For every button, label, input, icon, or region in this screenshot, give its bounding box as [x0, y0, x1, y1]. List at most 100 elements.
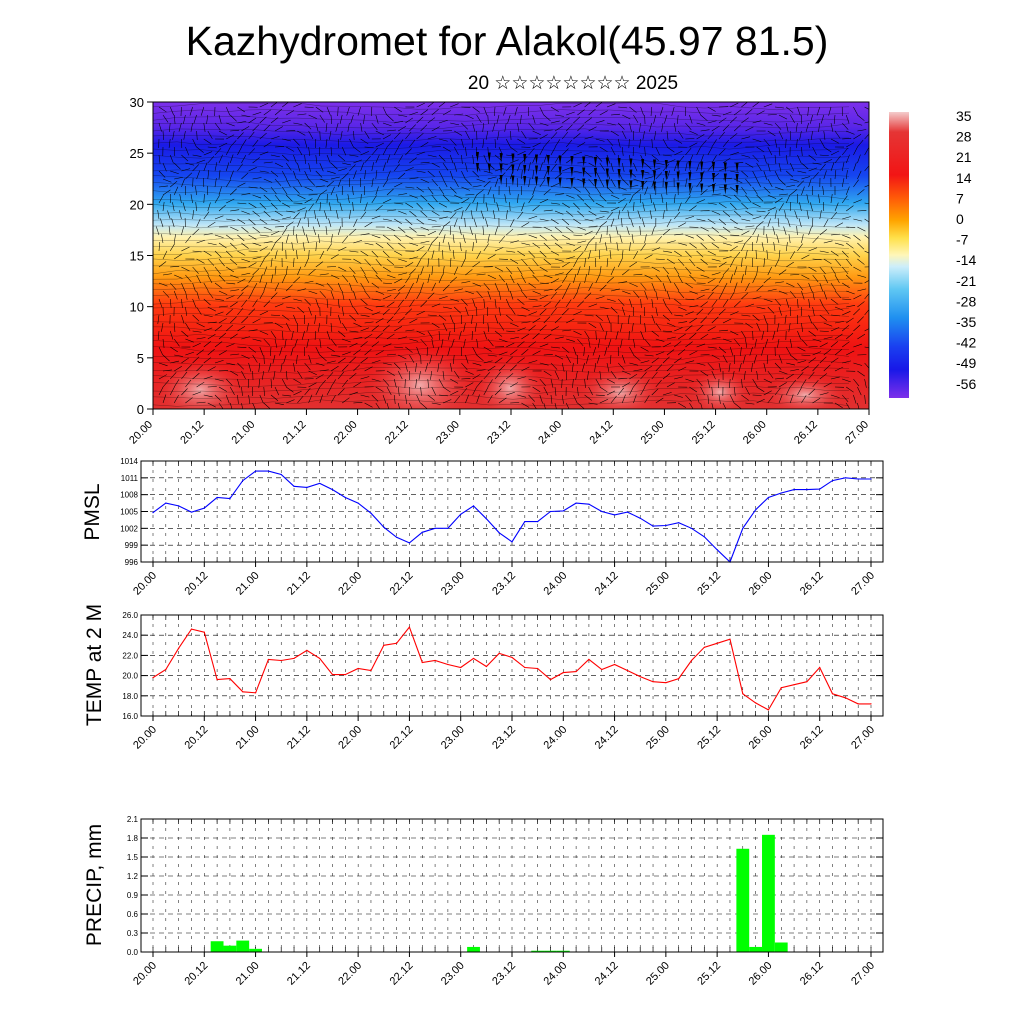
wind-barb — [350, 114, 354, 124]
wind-barb — [853, 324, 861, 332]
wind-barb — [774, 258, 780, 268]
wind-barb — [517, 122, 520, 132]
pmsl-point — [460, 513, 462, 515]
wind-barb — [461, 298, 468, 306]
wind-barb — [442, 178, 448, 188]
wind-barb — [169, 243, 176, 252]
wind-barb — [192, 372, 200, 380]
wind-barb — [218, 242, 227, 249]
wind-barb — [431, 322, 440, 328]
wind-barb — [801, 162, 809, 170]
wind-barb — [777, 218, 780, 228]
wind-barb — [190, 194, 193, 204]
wind-barb — [756, 210, 766, 213]
wind-barb — [450, 186, 457, 194]
wind-barb — [360, 376, 370, 380]
wind-barb — [662, 392, 672, 396]
wind-barb — [864, 234, 869, 240]
wind-barb — [604, 242, 608, 252]
x-tick-label: 23.12 — [485, 419, 513, 447]
wind-barb — [595, 274, 600, 284]
wind-barb — [830, 394, 840, 398]
pmsl-point — [498, 532, 500, 534]
wind-barb — [554, 272, 564, 276]
wind-barb — [577, 142, 586, 148]
wind-flag — [535, 165, 538, 176]
wind-barb — [286, 306, 296, 309]
wind-barb — [449, 225, 452, 236]
wind-barb — [575, 370, 578, 380]
pmsl-point — [831, 480, 834, 482]
isoline — [153, 214, 850, 223]
wind-barb — [649, 122, 653, 132]
wind-barb — [696, 179, 702, 188]
wind-barb — [561, 275, 568, 284]
wind-barb — [425, 362, 429, 372]
wind-barb — [543, 209, 553, 212]
wind-barb — [673, 122, 677, 132]
y-tick-label: 18.0 — [122, 692, 138, 701]
wind-barb — [586, 354, 589, 364]
wind-barb — [229, 140, 237, 148]
wind-barb — [610, 306, 618, 314]
wind-barb — [241, 354, 250, 360]
wind-barb — [453, 266, 459, 276]
wind-barb — [620, 338, 623, 348]
wind-barb — [452, 250, 455, 260]
wind-barb — [778, 394, 783, 404]
wind-flag — [712, 184, 715, 194]
wind-barb — [192, 164, 200, 172]
pmsl-point — [755, 509, 757, 511]
x-tick-label: 25.12 — [695, 960, 723, 988]
wind-barb — [226, 122, 235, 127]
wind-barb — [230, 114, 237, 122]
wind-barb — [280, 362, 283, 372]
wind-barb — [170, 346, 178, 353]
wind-barb — [819, 163, 826, 172]
wind-barb — [774, 387, 781, 396]
wind-barb — [192, 330, 202, 333]
wind-barb — [386, 154, 391, 164]
wind-barb — [539, 218, 549, 222]
wind-barb — [689, 186, 693, 196]
wind-barb — [599, 399, 609, 404]
wind-barb — [364, 156, 371, 164]
wind-barb — [318, 234, 321, 244]
wind-barb — [554, 210, 564, 215]
wind-barb — [416, 246, 425, 252]
wind-barb — [293, 212, 300, 220]
wind-barb — [268, 362, 272, 372]
wind-barb — [360, 298, 368, 306]
wind-barb — [427, 314, 437, 317]
wind-barb — [577, 402, 585, 409]
wind-barb — [631, 322, 634, 332]
wind-barb — [241, 402, 244, 409]
wind-barb — [218, 154, 223, 164]
wind-barb — [330, 338, 337, 347]
wind-barb — [610, 113, 620, 116]
wind-barb — [778, 130, 784, 140]
wind-barb — [326, 346, 335, 352]
wind-barb — [666, 382, 675, 388]
wind-barb — [696, 234, 704, 241]
wind-barb — [662, 282, 667, 292]
wind-barb — [595, 138, 605, 142]
x-tick-label: 27.00 — [843, 419, 871, 447]
wind-barb — [274, 178, 282, 186]
wind-barb — [203, 394, 213, 398]
wind-barb — [539, 199, 549, 204]
wind-barb — [543, 154, 548, 164]
isoline — [153, 267, 850, 275]
wind-flag — [594, 179, 597, 189]
wind-barb — [461, 378, 471, 380]
wind-barb — [329, 130, 332, 140]
wind-barb — [179, 194, 182, 204]
wind-barb — [476, 379, 483, 388]
wind-barb — [506, 228, 514, 236]
wind-barb — [225, 394, 230, 404]
wind-barb — [364, 170, 366, 180]
wind-barb — [162, 250, 168, 260]
wind-barb — [382, 179, 389, 188]
wind-barb — [241, 193, 251, 196]
wind-barb — [505, 282, 510, 292]
